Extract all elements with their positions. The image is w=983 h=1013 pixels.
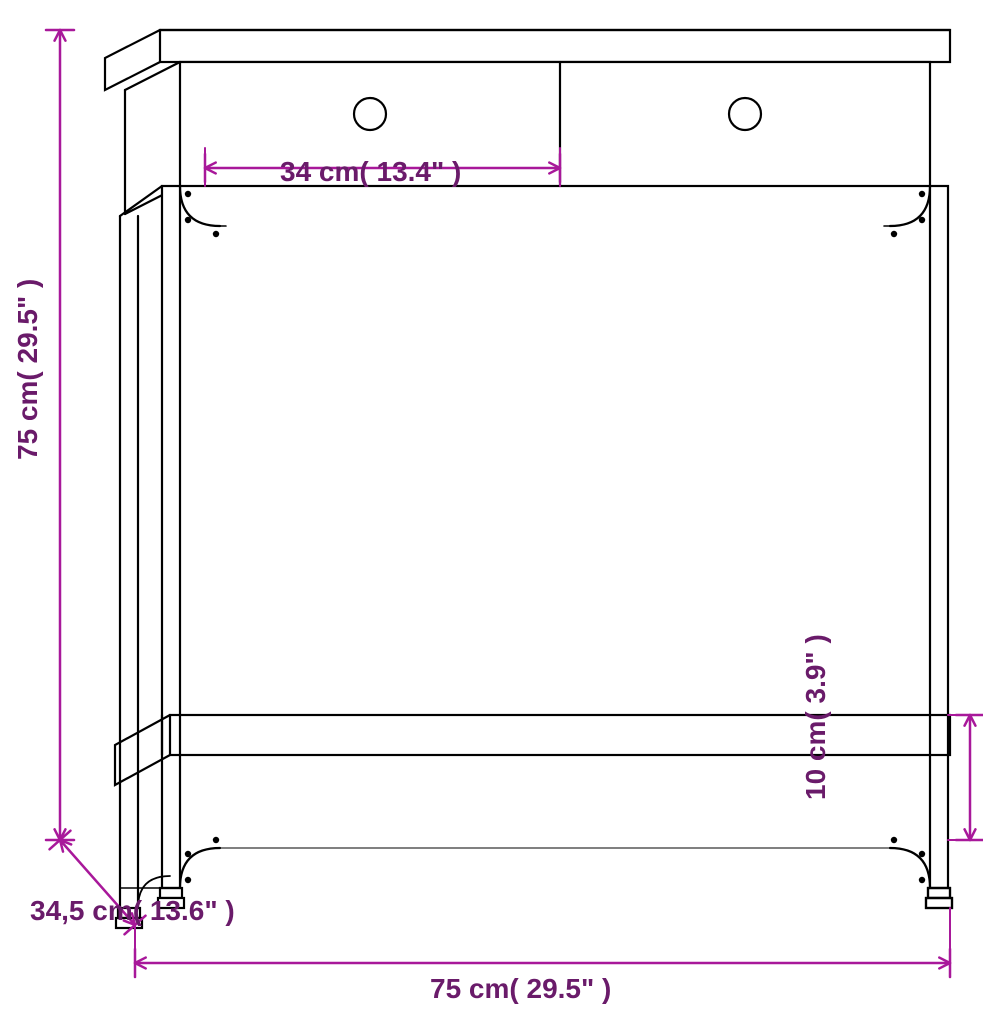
dim-depth-label: 34,5 cm( 13.6" ) [30,895,235,927]
dim-width-label: 75 cm( 29.5" ) [430,973,611,1005]
dim-drawer-label: 34 cm( 13.4" ) [280,156,461,188]
dim-height-label: 75 cm( 29.5" ) [12,279,44,460]
diagram-canvas [0,0,983,1013]
dim-foot-label: 10 cm( 3.9" ) [800,634,832,800]
